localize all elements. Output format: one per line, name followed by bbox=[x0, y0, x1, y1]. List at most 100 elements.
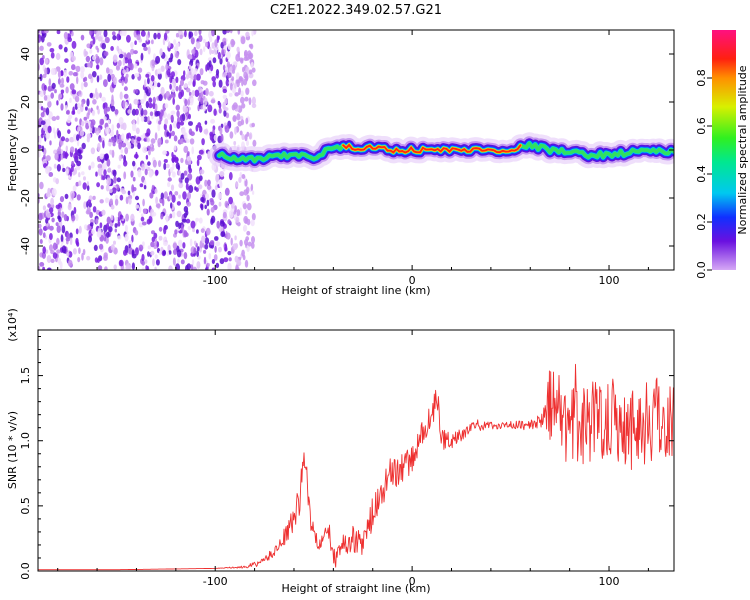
spectrogram-noise-cell bbox=[77, 126, 81, 133]
spectrogram-noise-cell bbox=[80, 70, 85, 79]
spectrogram-noise-cell bbox=[106, 158, 111, 167]
spectrogram-noise-cell bbox=[49, 48, 55, 53]
spectrogram-noise-cell bbox=[86, 112, 90, 120]
spectrogram-noise-cell bbox=[154, 237, 158, 246]
spectrogram-noise-cell bbox=[39, 45, 44, 51]
spectrogram-noise-cell bbox=[246, 194, 250, 202]
spectrogram-noise-cell bbox=[115, 65, 121, 71]
spectrogram-noise-cell bbox=[234, 126, 237, 135]
spectrogram-noise-cell bbox=[110, 244, 115, 251]
spectrogram-noise-cell bbox=[206, 184, 212, 190]
spectrogram-noise-cell bbox=[222, 94, 227, 100]
spectrogram-noise-cell bbox=[96, 182, 100, 188]
spectrogram-noise-cell bbox=[226, 30, 231, 34]
spectrogram-noise-cell bbox=[67, 203, 72, 211]
spectrogram-noise-cell bbox=[141, 253, 145, 262]
spectrogram-noise-cell bbox=[125, 196, 129, 205]
spectrogram-noise-cell bbox=[251, 67, 256, 73]
spectrogram-noise-cell bbox=[175, 32, 180, 38]
spectrogram-noise-cell bbox=[178, 177, 182, 183]
spectrogram-noise-cell bbox=[209, 46, 212, 55]
spectrogram-noise-cell bbox=[46, 213, 52, 218]
spectrogram-noise-cell bbox=[168, 132, 172, 139]
spectrogram-noise-cell bbox=[118, 154, 122, 162]
spectrogram-noise-cell bbox=[51, 116, 57, 122]
spectrogram-noise-cell bbox=[103, 107, 108, 116]
spectrogram-noise-cell bbox=[66, 233, 71, 239]
spectrogram-noise-cell bbox=[99, 74, 103, 80]
spectrogram-y-label: Frequency (Hz) bbox=[6, 109, 19, 192]
spectrogram-noise-cell bbox=[152, 159, 157, 168]
spectrogram-noise-cell bbox=[59, 196, 65, 203]
snr-x-label: Height of straight line (km) bbox=[281, 582, 430, 595]
spectrogram-noise-cell bbox=[171, 130, 175, 137]
spectrogram-noise-cell bbox=[192, 227, 196, 233]
spectrogram-noise-cell bbox=[61, 245, 67, 254]
spectrogram-noise-cell bbox=[251, 122, 255, 128]
spectrogram-noise-cell bbox=[158, 235, 163, 241]
spectrogram-noise-cell bbox=[168, 265, 173, 270]
spectrogram-noise-cell bbox=[86, 255, 91, 261]
spectrogram-noise-cell bbox=[124, 147, 129, 155]
spectrogram-noise-cell bbox=[89, 92, 94, 99]
spectrogram-noise-cell bbox=[63, 214, 68, 222]
spectrogram-noise-cell bbox=[47, 203, 51, 208]
spectrogram-noise-cell bbox=[212, 57, 217, 64]
spectrogram-noise-cell bbox=[155, 169, 159, 176]
spectrogram-noise-cell bbox=[56, 148, 61, 155]
spectrogram-noise-cell bbox=[69, 232, 73, 239]
spectrogram-noise-cell bbox=[169, 76, 173, 84]
spectrogram-noise-cell bbox=[143, 46, 148, 51]
spectrogram-noise-cell bbox=[56, 225, 61, 233]
spectrogram-noise-cell bbox=[42, 232, 46, 239]
spectrogram-noise-cell bbox=[139, 183, 144, 188]
spectrogram-noise-cell bbox=[252, 79, 257, 87]
spectrogram-noise-cell bbox=[78, 180, 82, 186]
spectrogram-noise-cell bbox=[140, 98, 145, 104]
spectrogram-x-tick-label: 0 bbox=[409, 274, 416, 287]
spectrogram-noise-cell bbox=[81, 101, 84, 108]
spectrogram-noise-cell bbox=[69, 237, 73, 246]
spectrogram-noise-cell bbox=[197, 154, 202, 161]
spectrogram-noise-cell bbox=[210, 99, 216, 104]
spectrogram-noise-cell bbox=[103, 153, 108, 161]
spectrogram-noise-cell bbox=[65, 137, 70, 143]
spectrogram-noise-cell bbox=[180, 157, 184, 164]
spectrogram-noise-cell bbox=[88, 202, 92, 208]
spectrogram-noise-cell bbox=[114, 198, 119, 206]
spectrogram-noise-cell bbox=[57, 70, 62, 79]
spectrogram-noise-cell bbox=[71, 193, 74, 200]
spectrogram-noise-cell bbox=[173, 135, 178, 142]
spectrogram-noise-cell bbox=[151, 211, 157, 217]
spectrogram-noise-cell bbox=[219, 57, 223, 65]
spectrogram-noise-cell bbox=[189, 238, 193, 247]
spectrogram-noise-cell bbox=[209, 131, 214, 137]
spectrogram-noise-cell bbox=[199, 240, 203, 249]
spectrogram-noise-cell bbox=[228, 210, 234, 219]
spectrogram-noise-cell bbox=[137, 67, 143, 73]
spectrogram-noise-cell bbox=[40, 106, 44, 111]
spectrogram-noise-cell bbox=[131, 262, 135, 270]
spectrogram-noise-cell bbox=[136, 136, 142, 142]
spectrogram-noise-cell bbox=[113, 264, 117, 270]
spectrogram-noise-cell bbox=[106, 177, 112, 186]
spectrogram-noise-cell bbox=[99, 92, 102, 99]
spectrogram-noise-cell bbox=[81, 171, 85, 176]
spectrogram-noise-cell bbox=[75, 240, 79, 246]
spectrogram-noise-cell bbox=[173, 248, 177, 255]
spectrogram-noise-cell bbox=[95, 171, 98, 177]
spectrogram-noise-cell bbox=[250, 219, 255, 227]
spectrogram-noise-cell bbox=[243, 56, 249, 62]
spectrogram-noise-cell bbox=[172, 242, 178, 249]
spectrogram-noise-cell bbox=[204, 120, 208, 125]
spectrogram-noise-cell bbox=[188, 185, 194, 193]
spectrogram-noise-cell bbox=[203, 46, 206, 53]
spectrogram-noise-cell bbox=[214, 236, 219, 241]
spectrogram-noise-cell bbox=[184, 177, 189, 184]
spectrogram-noise-cell bbox=[89, 49, 93, 54]
spectrogram-noise-cell bbox=[45, 192, 51, 198]
spectrogram-noise-cell bbox=[178, 30, 183, 36]
spectrogram-noise-cell bbox=[45, 166, 50, 174]
spectrogram-noise-cell bbox=[83, 51, 89, 56]
spectrogram-noise-cell bbox=[67, 129, 71, 135]
